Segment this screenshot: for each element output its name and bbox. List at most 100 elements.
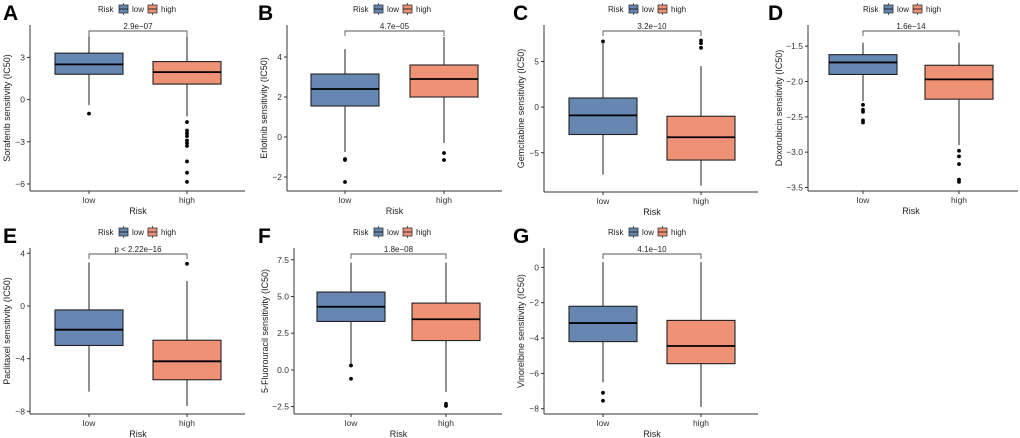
outlier-point (601, 390, 605, 395)
legend-label-high: high (161, 5, 176, 14)
legend-label-high: high (926, 5, 941, 14)
outlier-point (185, 261, 189, 266)
legend-key-high: high (402, 3, 431, 15)
box-low (54, 262, 124, 392)
legend-label-high: high (416, 228, 431, 237)
significance-bracket: 4.7e−05 (344, 22, 445, 36)
box-low (568, 262, 638, 403)
outlier-point (343, 158, 347, 162)
box-high (924, 42, 994, 184)
legend-label-low: low (132, 228, 144, 237)
x-tick-label-low: low (83, 418, 97, 428)
significance-bracket: 2.9e−07 (88, 22, 188, 36)
legend: Risk low high (98, 226, 176, 238)
legend-label-low: low (897, 5, 909, 14)
y-tick-label: 0 (534, 102, 539, 112)
box-low (310, 49, 380, 184)
legend-key-high: high (657, 3, 686, 15)
legend-title: Risk (98, 228, 115, 237)
outlier-point (601, 398, 605, 403)
panel-letter: G (513, 225, 529, 248)
y-axis-title: Sorafenib sensitivity (IC50) (2, 54, 12, 162)
x-tick-label-high: high (438, 418, 454, 428)
legend-key-high: high (657, 226, 686, 238)
significance-bracket: 1.6e−14 (862, 22, 960, 36)
bracket-line (602, 30, 702, 36)
y-tick-label: 0 (534, 262, 539, 272)
y-tick-label: 4 (20, 248, 25, 258)
legend-key-low: low (118, 226, 144, 238)
p-value-label: 4.1e−10 (637, 245, 667, 254)
outlier-point (699, 45, 703, 50)
legend-key-high: high (912, 3, 941, 15)
legend-title: Risk (353, 5, 370, 14)
legend-key-low: low (373, 226, 399, 238)
box-body (310, 73, 380, 107)
outlier-point (185, 141, 189, 146)
legend-label-low: low (387, 5, 399, 14)
legend: Risk low high (98, 3, 176, 15)
legend-label-high: high (671, 228, 686, 237)
box-low (316, 262, 386, 381)
legend-label-low: low (132, 5, 144, 14)
legend-label-low: low (642, 228, 654, 237)
x-tick-label-high: high (436, 195, 452, 205)
legend: Risk low high (608, 226, 686, 238)
outlier-point (185, 128, 189, 133)
outlier-point (185, 170, 189, 175)
box-body (409, 64, 479, 98)
outlier-point (349, 376, 353, 381)
y-tick-label: −3 (15, 137, 25, 147)
y-tick-label: 2.5 (277, 328, 289, 338)
legend-label-high: high (416, 5, 431, 14)
y-tick-label: 0 (20, 95, 25, 105)
box-body (924, 64, 994, 100)
panel-e: E Risk low high −8 4 0 −4 low high Risk Paclitaxel … (2, 225, 245, 438)
panel-letter: C (513, 2, 528, 25)
panel-f: F Risk low high −2.5 0.0 2.5 5.0 7.5 low high Risk 5… (258, 225, 502, 438)
y-tick-label: −1.5 (786, 41, 803, 51)
x-tick-label-low: low (345, 418, 359, 428)
p-value-label: 1.6e−14 (896, 22, 926, 31)
outlier-point (699, 41, 703, 46)
x-tick-label-high: high (693, 196, 709, 206)
significance-bracket: 3.2e−10 (602, 22, 702, 36)
panel-letter: E (3, 225, 17, 248)
legend-title: Risk (608, 5, 625, 14)
legend-title: Risk (863, 5, 880, 14)
box-body (828, 54, 898, 75)
bracket-line (602, 253, 702, 259)
outlier-point (185, 134, 189, 139)
x-tick-label-low: low (857, 195, 871, 205)
legend: Risk low high (353, 226, 431, 238)
outlier-point (957, 179, 961, 184)
outlier-point (87, 111, 91, 116)
box-low (568, 39, 638, 175)
outlier-point (861, 120, 865, 125)
y-tick-label: 2 (277, 92, 282, 102)
outlier-point (699, 38, 703, 43)
legend-label-high: high (161, 228, 176, 237)
significance-bracket: p < 2.22e−16 (88, 245, 188, 259)
box-high (666, 38, 736, 186)
legend-label-low: low (387, 228, 399, 237)
box-high (409, 37, 479, 162)
panel-letter: F (258, 225, 271, 248)
x-axis-title: Risk (129, 429, 147, 438)
y-tick-label: 5 (534, 57, 539, 67)
panel-a: A Risk low high −6 −3 0 3 low high Risk Sorafenib s… (2, 2, 245, 216)
outlier-point (185, 131, 189, 136)
outlier-point (861, 109, 865, 114)
x-axis-title: Risk (643, 207, 661, 217)
outlier-point (185, 159, 189, 164)
y-axis-title: Paclitaxel sensitivity (IC50) (2, 277, 12, 385)
outlier-point (343, 180, 347, 184)
y-tick-label: −3.5 (786, 182, 803, 192)
box-low (54, 36, 124, 116)
p-value-label: 4.7e−05 (380, 22, 410, 31)
panel-letter: D (768, 2, 783, 25)
box-body (666, 115, 736, 161)
x-tick-label-high: high (693, 418, 709, 428)
legend-key-low: low (373, 3, 399, 15)
